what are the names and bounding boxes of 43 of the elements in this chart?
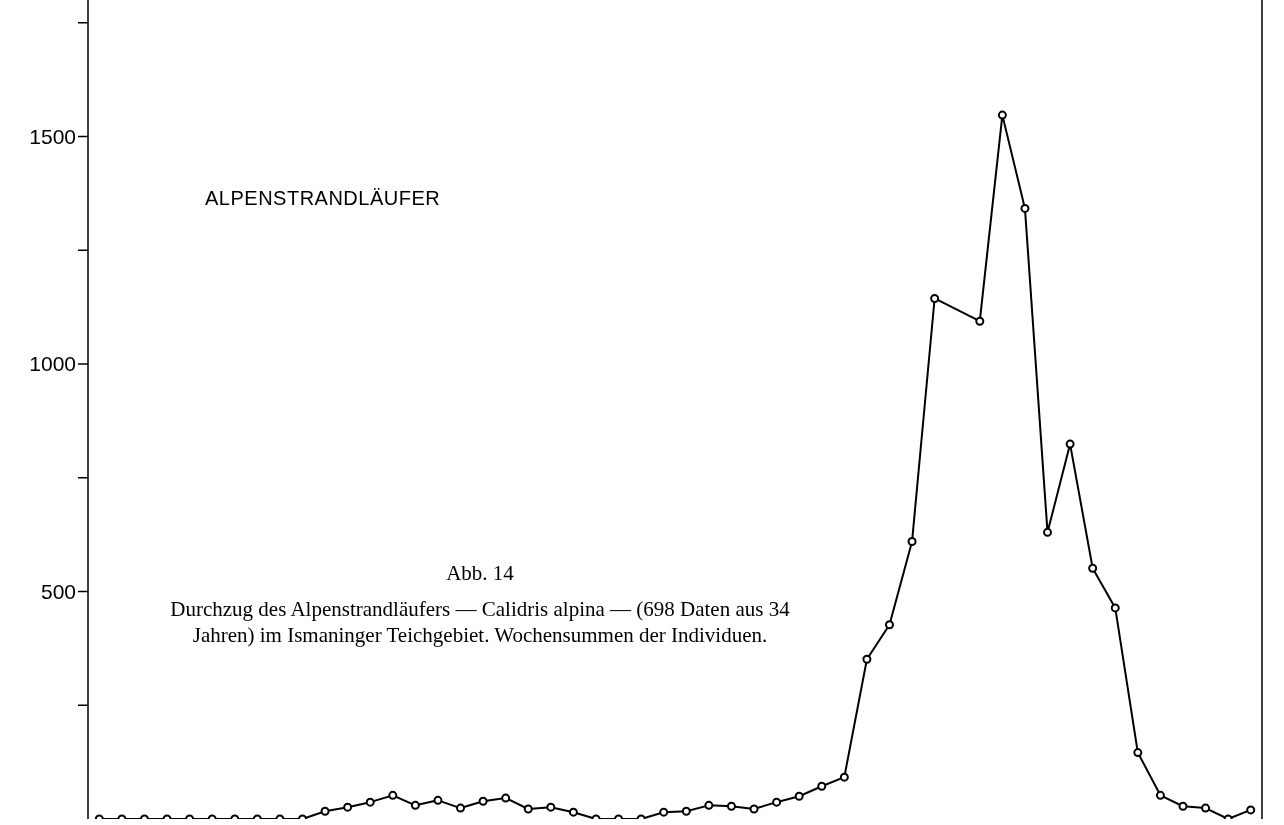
annotation: Durchzug des Alpenstrandläufers — Calidris alpina — (698 Daten aus 34 Jahren) im Ismaninger Teichgebiet. Wochensummen der Individuen. — [169, 596, 791, 648]
point — [343, 802, 353, 812]
point — [1110, 603, 1120, 613]
point — [523, 804, 533, 814]
point — [1088, 563, 1098, 573]
point — [1020, 203, 1030, 213]
point — [681, 806, 691, 816]
text: ALPENSTRANDLÄUFER — [205, 187, 441, 210]
point — [433, 795, 443, 805]
point — [365, 797, 375, 807]
y-tick-label: 1000 — [29, 352, 76, 376]
point — [1043, 527, 1053, 537]
point — [659, 807, 669, 817]
point — [320, 806, 330, 816]
point — [749, 804, 759, 814]
point — [1246, 805, 1256, 815]
point — [862, 654, 872, 664]
point — [975, 316, 985, 326]
point — [884, 620, 894, 630]
point — [1178, 801, 1188, 811]
point — [1065, 439, 1075, 449]
point — [930, 293, 940, 303]
point — [704, 800, 714, 810]
point — [410, 800, 420, 810]
point — [388, 790, 398, 800]
point — [997, 110, 1007, 120]
point — [501, 793, 511, 803]
point — [726, 801, 736, 811]
point — [1133, 748, 1143, 758]
point — [794, 791, 804, 801]
point — [839, 772, 849, 782]
point — [478, 796, 488, 806]
point — [907, 536, 917, 546]
y-tick-label: 1500 — [29, 124, 76, 148]
point — [772, 797, 782, 807]
point — [546, 802, 556, 812]
point — [1155, 790, 1165, 800]
point — [1201, 803, 1211, 813]
point — [456, 803, 466, 813]
point — [817, 781, 827, 791]
y-tick-label: 500 — [40, 579, 76, 603]
annotation: Abb. 14 — [445, 560, 515, 586]
point — [568, 807, 578, 817]
